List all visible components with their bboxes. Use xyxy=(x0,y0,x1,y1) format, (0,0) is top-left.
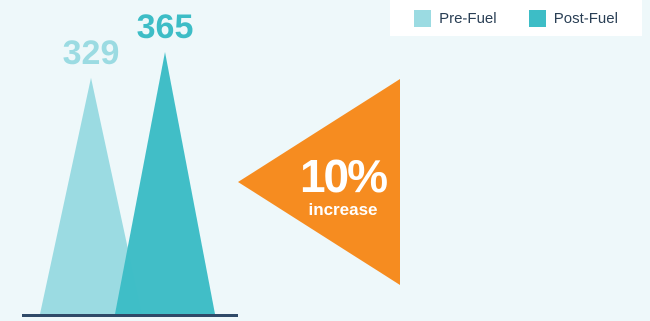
post-fuel-value-label: 365 xyxy=(137,8,194,46)
pre-fuel-value-label: 329 xyxy=(63,34,120,72)
legend-swatch-pre-fuel xyxy=(414,9,432,27)
legend-item-post-fuel: Post-Fuel xyxy=(528,9,618,27)
legend-swatch-post-fuel xyxy=(528,9,546,27)
increase-callout-label: increase xyxy=(309,200,378,219)
post-fuel-peak xyxy=(115,52,215,314)
chart-legend: Pre-Fuel Post-Fuel xyxy=(390,0,642,36)
legend-label-post-fuel: Post-Fuel xyxy=(553,9,618,27)
increase-callout-arrow xyxy=(238,79,400,285)
legend-label-pre-fuel: Pre-Fuel xyxy=(439,9,497,27)
legend-item-pre-fuel: Pre-Fuel xyxy=(414,9,497,27)
increase-callout-value: 10% xyxy=(300,150,387,202)
pre-fuel-peak xyxy=(40,77,142,314)
